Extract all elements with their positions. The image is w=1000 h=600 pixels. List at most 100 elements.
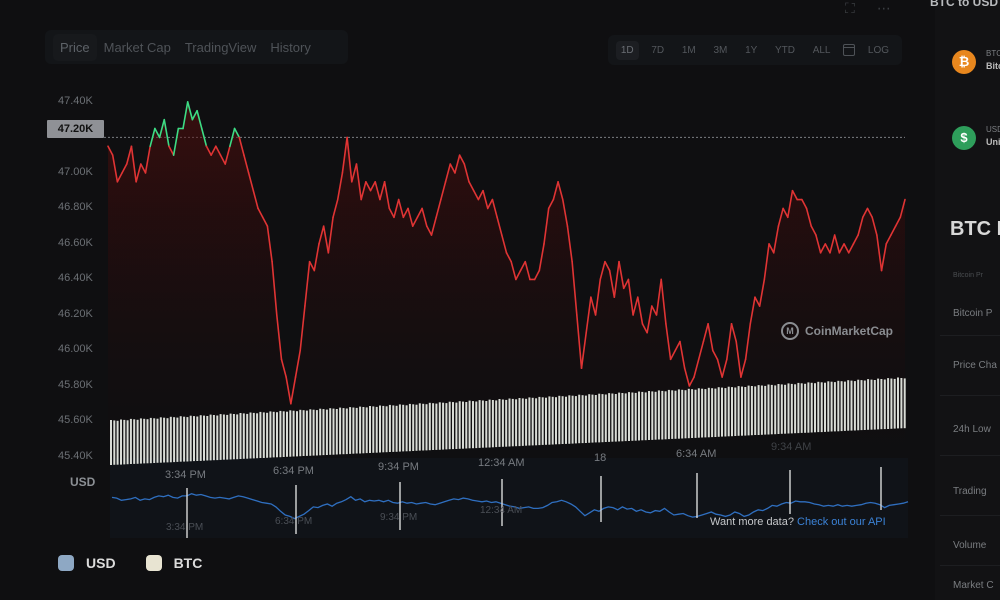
volume-bar bbox=[269, 411, 272, 458]
volume-bar bbox=[594, 395, 597, 443]
price-line-segment bbox=[655, 278, 663, 316]
volume-bar bbox=[601, 394, 604, 443]
price-line-segment bbox=[646, 305, 653, 334]
volume-bar bbox=[488, 399, 491, 448]
price-line-segment bbox=[660, 278, 667, 325]
range-1y[interactable]: 1Y bbox=[745, 44, 758, 56]
price-line-segment bbox=[224, 145, 231, 165]
tab-market-cap[interactable]: Market Cap bbox=[103, 39, 171, 55]
tab-tradingview[interactable]: TradingView bbox=[184, 39, 257, 55]
sidebar-row: Trading bbox=[953, 486, 987, 497]
price-line-segment bbox=[533, 269, 541, 281]
volume-bar bbox=[166, 418, 169, 463]
volume-bar bbox=[379, 405, 381, 453]
volume-bar bbox=[511, 398, 514, 447]
volume-bar bbox=[139, 418, 142, 464]
volume-bar bbox=[760, 385, 763, 435]
volume-bar bbox=[299, 409, 302, 457]
price-line-segment bbox=[158, 118, 166, 139]
volume-bar bbox=[611, 393, 614, 442]
volume-bar bbox=[428, 402, 431, 451]
volume-bar bbox=[578, 394, 581, 444]
volume-bar bbox=[714, 388, 717, 437]
volume-bar bbox=[495, 400, 498, 448]
volume-bar bbox=[565, 396, 567, 444]
volume-bar bbox=[701, 388, 704, 438]
expand-icon[interactable]: ⛶ bbox=[845, 0, 855, 16]
sidebar-row: Price Cha bbox=[953, 360, 997, 371]
api-link[interactable]: Check out our API bbox=[797, 516, 886, 528]
x-tick-label: 3:34 PM bbox=[165, 469, 206, 481]
volume-bar bbox=[229, 413, 232, 460]
price-line-segment bbox=[576, 314, 583, 370]
volume-bar bbox=[804, 383, 807, 433]
calendar-icon[interactable] bbox=[843, 44, 856, 56]
range-1m[interactable]: 1M bbox=[681, 44, 696, 56]
volume-bar bbox=[677, 389, 680, 439]
price-chart[interactable] bbox=[0, 0, 935, 600]
price-line-segment bbox=[571, 260, 578, 316]
volume-bar bbox=[286, 411, 288, 457]
legend-btc[interactable]: BTC bbox=[145, 555, 202, 571]
price-line-segment bbox=[777, 207, 784, 227]
price-line-segment bbox=[871, 216, 878, 236]
price-line-segment bbox=[543, 207, 550, 245]
price-line-segment bbox=[899, 198, 906, 219]
sidebar-divider bbox=[940, 455, 1000, 456]
y-tick-label: 47.40K bbox=[58, 94, 93, 107]
volume-bar bbox=[810, 382, 813, 433]
volume-bar bbox=[777, 384, 780, 434]
price-line-segment bbox=[327, 216, 334, 254]
price-line-segment bbox=[318, 225, 325, 245]
tab-history[interactable]: History bbox=[270, 39, 311, 55]
price-line-segment bbox=[411, 216, 419, 227]
more-icon[interactable]: ⋯ bbox=[876, 0, 891, 16]
range-ytd[interactable]: YTD bbox=[775, 44, 795, 56]
price-line-segment bbox=[172, 127, 180, 156]
volume-bar bbox=[833, 382, 836, 432]
volume-bar bbox=[465, 402, 468, 449]
volume-bar bbox=[452, 402, 454, 450]
volume-bar bbox=[412, 404, 415, 451]
price-line-segment bbox=[261, 216, 269, 227]
volume-bar bbox=[817, 381, 820, 433]
legend-usd[interactable]: USD bbox=[58, 555, 116, 571]
volume-bar bbox=[339, 407, 342, 455]
price-line-segment bbox=[862, 207, 869, 219]
volume-bar bbox=[362, 407, 365, 454]
price-area-fill bbox=[108, 101, 905, 457]
volume-bar bbox=[717, 387, 720, 437]
range-all[interactable]: ALL bbox=[812, 44, 831, 56]
price-line-segment bbox=[233, 127, 241, 139]
mini-x-tick-label: 6:34 PM bbox=[275, 516, 313, 527]
y-tick-label: 45.80K bbox=[58, 378, 93, 391]
price-line-segment bbox=[608, 269, 616, 298]
range-log[interactable]: LOG bbox=[867, 44, 890, 56]
volume-bar bbox=[568, 395, 571, 444]
volume-bar bbox=[711, 388, 714, 438]
sidebar-subheading: Bitcoin Pr bbox=[953, 272, 983, 279]
range-3m[interactable]: 3M bbox=[713, 44, 728, 56]
range-7d[interactable]: 7D bbox=[651, 44, 665, 56]
coin1-sub: Bitcoin bbox=[986, 61, 1000, 71]
volume-bar bbox=[398, 404, 401, 452]
price-line-segment bbox=[121, 163, 128, 174]
volume-bar bbox=[203, 415, 205, 461]
volume-bar bbox=[352, 407, 355, 454]
volume-bar bbox=[199, 415, 202, 461]
volume-bar bbox=[349, 407, 352, 454]
price-line-segment bbox=[683, 367, 691, 387]
price-line-segment bbox=[505, 252, 512, 263]
price-line-segment bbox=[229, 127, 236, 148]
y-axis-unit: USD bbox=[70, 475, 96, 489]
price-line-segment bbox=[107, 145, 114, 156]
volume-bar bbox=[877, 378, 880, 430]
price-line-segment bbox=[847, 243, 855, 254]
price-line-segment bbox=[824, 243, 831, 254]
volume-bar bbox=[638, 391, 640, 441]
range-1d[interactable]: 1D bbox=[615, 40, 639, 60]
coin2-info: USD United States bbox=[986, 124, 1000, 149]
volume-bar bbox=[133, 419, 136, 464]
tab-price[interactable]: Price bbox=[53, 33, 97, 61]
volume-bar bbox=[584, 395, 587, 443]
